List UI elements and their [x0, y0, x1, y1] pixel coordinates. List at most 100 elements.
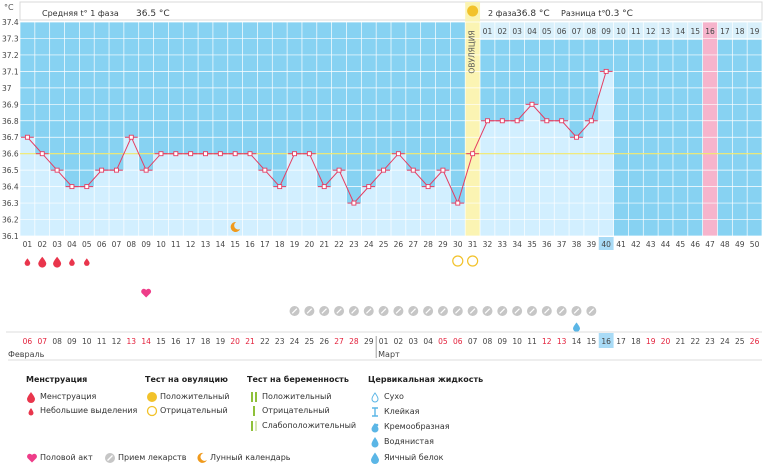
cycle-day-label: 15 — [230, 240, 240, 249]
cycle-day-label: 20 — [305, 240, 315, 249]
calendar-date-label: 09 — [498, 337, 508, 346]
calendar-date-label: 08 — [52, 337, 62, 346]
y-tick-label: 36.5 — [2, 166, 19, 175]
phase2-value: 36.8 °C — [516, 9, 550, 19]
cycle-day-label: 13 — [201, 240, 211, 249]
medication-pill-mark — [380, 308, 387, 314]
calendar-date-label: 14 — [141, 337, 151, 346]
medication-pill-mark — [499, 308, 506, 314]
calendar-layer: 06 07 08 09 10 11 12 13 14 15 16 17 18 19 20 21 22 23 24 25… — [6, 331, 762, 361]
legend-cervical-sticky: Клейкая — [372, 407, 420, 417]
legend-cervical-watery-label: Водянистая — [384, 437, 434, 446]
calendar-date-label: 13 — [557, 337, 567, 346]
calendar-date-label: 06 — [453, 337, 463, 346]
temperature-point — [262, 167, 268, 173]
medication-pill-mark — [291, 308, 298, 314]
temperature-point — [455, 200, 461, 206]
phase2-day-label: 04 — [527, 27, 537, 36]
cycle-day-label: 42 — [631, 240, 641, 249]
medication-pill-mark — [351, 308, 357, 314]
legend-intercourse-label: Половой акт — [40, 453, 93, 462]
header-bar — [19, 1, 763, 21]
cycle-day-label: 03 — [52, 240, 62, 249]
legend-pregnancy-positive: Положительный — [251, 392, 332, 402]
temperature-point — [514, 118, 520, 124]
legend-pregnancy-negative: Отрицательный — [253, 406, 330, 416]
phase1-value: 36.5 °C — [136, 9, 170, 19]
cycle-day-label: 21 — [319, 240, 329, 249]
cycle-day-label: 38 — [572, 240, 582, 249]
temperature-fill-bar — [420, 186, 436, 236]
cycle-day-label: 19 — [290, 240, 300, 249]
calendar-date-label: 21 — [245, 337, 255, 346]
temperature-series-layer — [20, 68, 762, 206]
calendar-date-label: 20 — [661, 337, 671, 346]
menstruation-light-drop — [24, 258, 31, 266]
cycle-day-label: 50 — [750, 240, 760, 249]
circle-outline-icon — [146, 405, 158, 417]
cycle-day-label: 29 — [438, 240, 448, 249]
phase2-day-label: 16 — [705, 27, 715, 36]
month-label: Февраль — [8, 350, 45, 359]
cycle-day-label: 08 — [127, 240, 137, 249]
medication-pill-mark — [455, 308, 461, 314]
calendar-date-label: 11 — [97, 337, 107, 346]
temperature-point — [544, 118, 550, 124]
symbols-layer — [24, 221, 597, 332]
legend-cervical-eggwhite-label: Яичный белок — [384, 453, 444, 462]
y-tick-label: 36.2 — [2, 216, 19, 225]
heart-icon — [27, 453, 37, 463]
legend-menstruation-title: Менструация — [26, 375, 88, 384]
medication-pill-mark — [588, 308, 595, 314]
cycle-day-label: 17 — [260, 240, 270, 249]
y-tick-label: 37.3 — [2, 34, 19, 43]
calendar-date-label: 01 — [379, 337, 389, 346]
calendar-date-label: 10 — [512, 337, 522, 346]
legend-cervical-sticky-label: Клейкая — [384, 407, 420, 416]
temperature-fill-bar — [64, 186, 80, 236]
temperature-point — [232, 151, 238, 157]
phase2-day-label: 19 — [750, 27, 760, 36]
phase2-day-label: 13 — [661, 27, 671, 36]
calendar-date-label: 15 — [156, 337, 166, 346]
calendar-date-label: 13 — [127, 337, 137, 346]
calendar-date-label: 26 — [750, 337, 760, 346]
cycle-day-label: 26 — [394, 240, 404, 249]
cycle-day-label: 16 — [245, 240, 255, 249]
temperature-fill-bar — [494, 120, 510, 236]
calendar-date-label: 04 — [423, 337, 433, 346]
legend-medication-label: Прием лекарств — [118, 453, 187, 462]
calendar-date-label: 16 — [601, 337, 611, 346]
creamy-drop-icon — [371, 423, 379, 433]
egg-white-drop-icon — [371, 452, 379, 464]
cycle-day-label: 35 — [527, 240, 537, 249]
phase2-day-label: 10 — [616, 27, 626, 36]
phase2-day-label: 14 — [676, 27, 686, 36]
legend-ovulation-negative: Отрицательный — [146, 405, 228, 417]
phase2-day-label: 08 — [587, 27, 597, 36]
y-tick-label: 36.8 — [2, 117, 19, 126]
medication-pill-mark — [336, 308, 342, 314]
temperature-point — [381, 167, 387, 173]
circle-filled-icon — [147, 392, 157, 402]
single-bar-icon — [253, 406, 255, 416]
cycle-day-label: 23 — [349, 240, 359, 249]
temperature-point — [588, 118, 594, 124]
calendar-date-label: 26 — [319, 337, 329, 346]
temperature-fill-bar — [242, 153, 258, 236]
temperature-point — [410, 167, 416, 173]
temperature-point — [24, 134, 30, 140]
legend-pregnancy-positive-label: Положительный — [262, 392, 332, 401]
temperature-point — [366, 184, 372, 190]
temperature-point — [574, 134, 579, 140]
legend-menstruation-heavy-label: Менструация — [40, 392, 97, 401]
phase2-header-row — [480, 22, 762, 40]
legend-cervical-dry: Сухо — [371, 392, 404, 403]
medication-pill-mark — [440, 308, 446, 314]
y-tick-label: 36.3 — [2, 199, 19, 208]
temperature-point — [69, 184, 75, 190]
temperature-point — [559, 118, 565, 124]
phase2-day-label: 07 — [572, 27, 582, 36]
difference-label: Разница t° — [561, 9, 605, 18]
legend-cervical-creamy: Кремообразная — [371, 422, 450, 433]
